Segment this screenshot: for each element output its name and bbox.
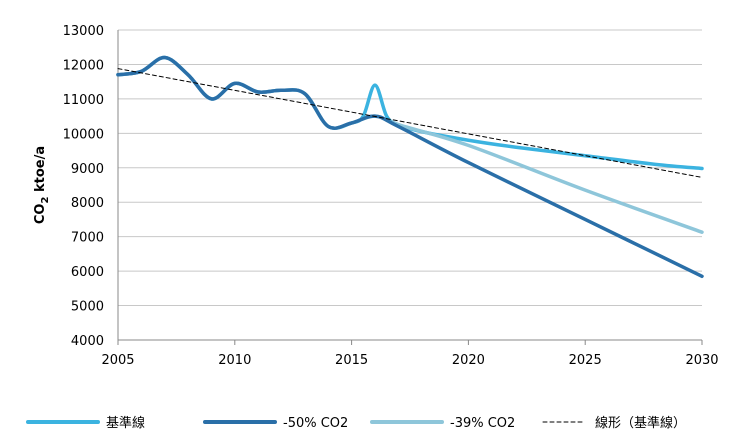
x-tick-label: 2025 [569,353,602,368]
series-lines [116,55,704,279]
grid-lines [117,29,702,341]
legend-label: 線形（基準線） [595,415,686,431]
legend-label: -50% CO2 [283,416,348,431]
y-axis-title: CO2 ktoe/a [33,146,51,224]
y-tick-label: 7000 [71,231,104,246]
y-axis-ticks: 4000 5000 6000 7000 8000 9000 10000 11000 12000 1… [63,24,104,349]
series-line-1 [116,55,704,279]
legend: 基準線 -50% CO2 -39% CO2 線形（基準線） [26,415,686,431]
x-tick-label: 2015 [335,353,368,368]
series-line-0 [116,55,704,171]
series-line-3 [117,68,703,178]
y-tick-label: 9000 [71,162,104,177]
y-tick-label: 13000 [63,24,104,39]
x-tick-label: 2005 [101,353,134,368]
x-tick-label: 2030 [685,353,718,368]
legend-label: -39% CO2 [450,416,515,431]
y-tick-label: 12000 [63,58,104,73]
y-tick-label: 11000 [63,93,104,108]
y-tick-label: 8000 [71,196,104,211]
x-axis-ticks: 2005 2010 2015 2020 2025 2030 [101,340,719,368]
y-tick-label: 6000 [71,265,104,280]
legend-label: 基準線 [106,415,145,431]
y-tick-label: 4000 [71,334,104,349]
series-line-2 [116,55,704,234]
x-tick-label: 2010 [218,353,251,368]
x-tick-label: 2020 [452,353,485,368]
y-tick-label: 5000 [71,300,104,315]
y-tick-label: 10000 [63,127,104,142]
